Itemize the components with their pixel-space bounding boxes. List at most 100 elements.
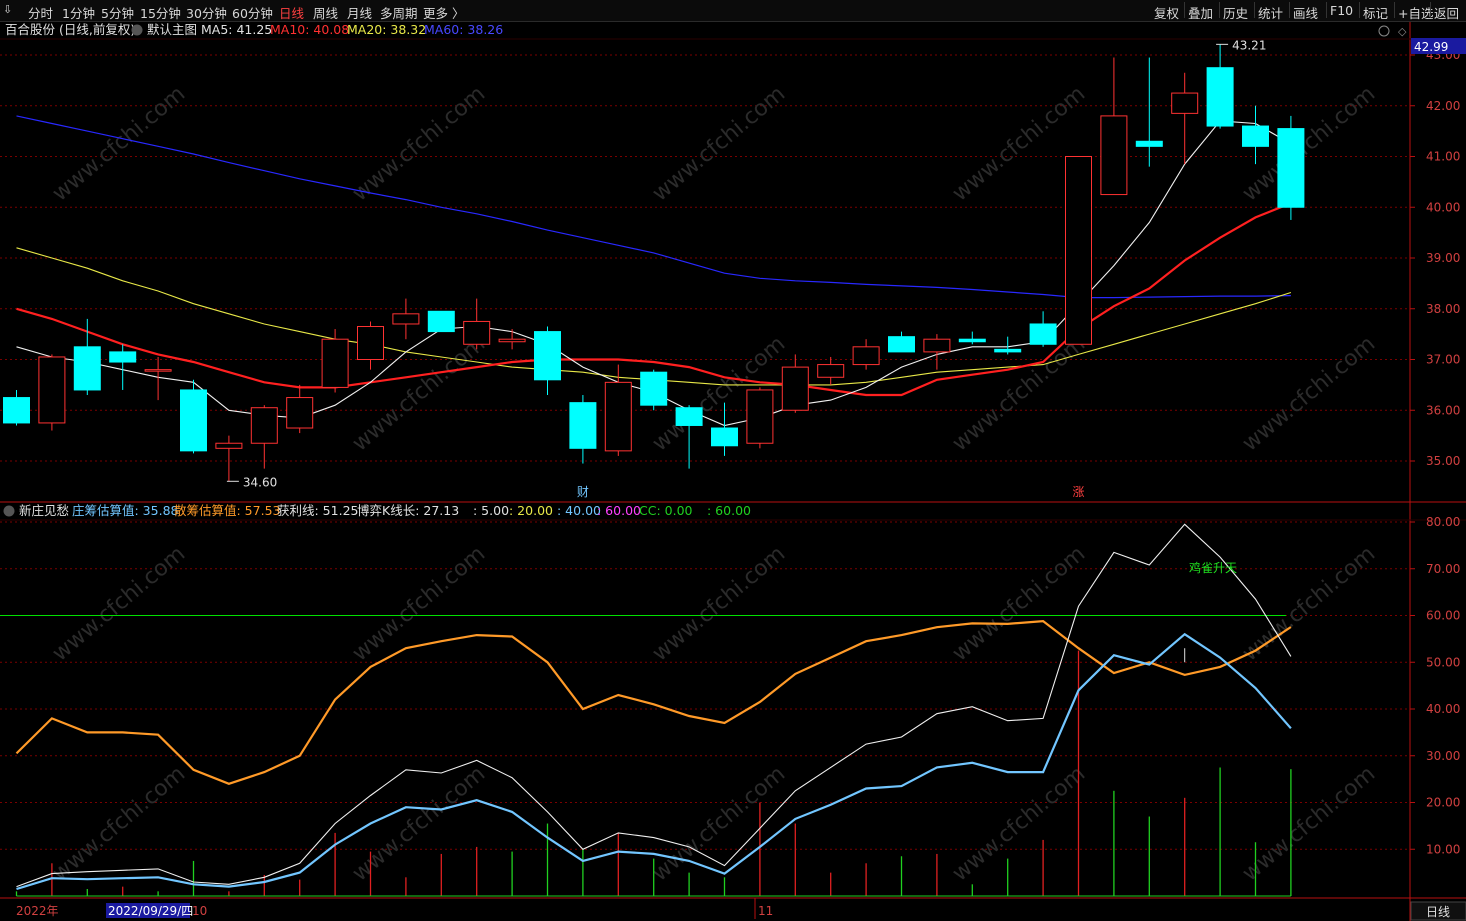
ma10-label: MA10: 40.08 [270,22,349,37]
period-tab-3[interactable]: 15分钟 [140,6,181,21]
candle-body [357,326,384,361]
period-indicator: 日线 [1426,905,1450,919]
candle-body [109,351,137,363]
candle-body [286,397,314,429]
candle-body [1100,115,1128,196]
candle-body [3,397,30,424]
event-marker: 财 [577,485,589,499]
year-label: 2022年 [16,904,59,918]
ma20-label: MA20: 38.32 [347,22,426,37]
candle-body [746,389,774,444]
zhuang-line [16,632,1292,891]
candle-body [498,338,526,343]
current-price-badge [1411,38,1466,54]
candle-body [38,356,66,424]
period-tab-10[interactable]: 更多 〉 [423,6,465,21]
toolbar-right-button-1[interactable]: 叠加 [1188,6,1214,21]
main-tick-label: 42.00 [1426,99,1460,113]
settings-icon [1378,25,1390,37]
candle-body [144,369,172,372]
sub-tick-label: 30.00 [1426,749,1460,763]
candle-body [180,389,207,452]
period-tab-0[interactable]: 分时 [28,6,54,21]
candle-body [923,338,951,353]
candle-body [888,336,915,353]
template-name: 默认主图 [147,22,197,37]
candle-body [569,402,597,449]
period-toolbar: ⇩ 分时 1分钟 5分钟 15分钟 30分钟 60分钟 日线 周线 月线 多周期 更多 〉 复权 叠加 历史… [0,0,1466,22]
candle-body [1206,67,1234,127]
high-price-label: 43.21 [1232,38,1266,52]
indicator-value-8: CC: 0.00 [639,503,693,518]
period-tab-8[interactable]: 月线 [347,6,373,21]
period-tab-7[interactable]: 周线 [313,6,339,21]
kline-chart: 35.00 36.00 37.00 38.00 39.00 40.00 41.00 42.00… [0,22,1466,921]
main-tick-label: 41.00 [1426,150,1460,164]
sub-tick-label: 20.00 [1426,796,1460,810]
stock-title: 百合股份 (日线,前复权) [5,22,135,37]
low-price-label: 34.60 [243,475,277,489]
indicator-value-4: : 5.00 [473,503,509,518]
candle-body [604,381,632,452]
candle-body [1242,125,1269,147]
cursor-date-badge [106,903,190,918]
toolbar-right-button-6[interactable]: 标记 [1363,6,1389,21]
indicator-dropdown-icon [3,505,15,517]
toolbar-right-button-0[interactable]: 复权 [1154,6,1180,21]
indicator-value-5: : 20.00 [509,503,553,518]
sub-tick-label: 50.00 [1426,655,1460,669]
ma5-label: MA5: 41.25 [201,22,272,37]
huoli-line [16,523,1292,888]
candle-body [321,338,349,388]
toolbar-right-button-4[interactable]: 画线 [1293,6,1319,21]
period-tab-6[interactable]: 日线 [279,6,305,21]
toolbar-right-button-8[interactable]: 返回 [1434,6,1460,21]
main-tick-label: 37.00 [1426,353,1460,367]
indicator-value-2: 获利线: 51.25 [277,503,358,518]
indicator-value-7: : 60.00 [597,503,641,518]
candle-body [1065,156,1092,345]
period-tab-2[interactable]: 5分钟 [101,6,134,21]
candle-body [463,320,491,345]
period-tab-4[interactable]: 30分钟 [186,6,227,21]
sub-tick-label: 80.00 [1426,515,1460,529]
main-tick-label: 40.00 [1426,200,1460,214]
toolbar-right-button-7[interactable]: +自选 [1398,6,1434,21]
candle-body [427,310,455,333]
candle-body [817,364,845,378]
candle-body [1277,128,1305,208]
period-tab-9[interactable]: 多周期 [380,6,418,21]
indicator-value-1: 散筹估算值: 57.53 [174,503,280,518]
candle-body [392,313,420,325]
sub-tick-label: 40.00 [1426,702,1460,716]
indicator-value-6: : 40.00 [557,503,601,518]
candle-body [781,366,809,411]
period-indicator-box [1410,901,1466,921]
main-tick-label: 36.00 [1426,403,1460,417]
cursor-date-text: 2022/09/29/四 [108,904,193,918]
candle-body [958,338,986,343]
toolbar-right-button-2[interactable]: 历史 [1223,6,1249,21]
chart-background [0,22,1466,921]
candle-body [711,427,738,447]
toolbar-right-button-3[interactable]: 统计 [1258,6,1284,21]
month-label-oct: 10 [192,904,207,918]
sub-tick-label: 70.00 [1426,562,1460,576]
event-marker: 涨 [1072,484,1084,499]
toolbar-right-button-5[interactable]: F10 [1330,3,1354,18]
indicator-value-9: : 60.00 [707,503,751,518]
indicator-name: 新庄见愁 [19,503,69,518]
candle-body [534,331,561,381]
indicator-value-0: 庄筹估算值: 35.88 [72,503,179,518]
main-tick-label: 39.00 [1426,251,1460,265]
candle-body [994,348,1022,353]
sub-tick-label: 60.00 [1426,609,1460,623]
main-tick-label: 35.00 [1426,454,1460,468]
toolbar-collapse-icon[interactable]: ⇩ [3,3,13,16]
sub-tick-label: 10.00 [1426,842,1460,856]
candle-body [852,346,880,366]
candle-body [73,346,101,391]
candle-body [640,371,668,406]
period-tab-5[interactable]: 60分钟 [232,6,273,21]
period-tab-1[interactable]: 1分钟 [62,6,95,21]
